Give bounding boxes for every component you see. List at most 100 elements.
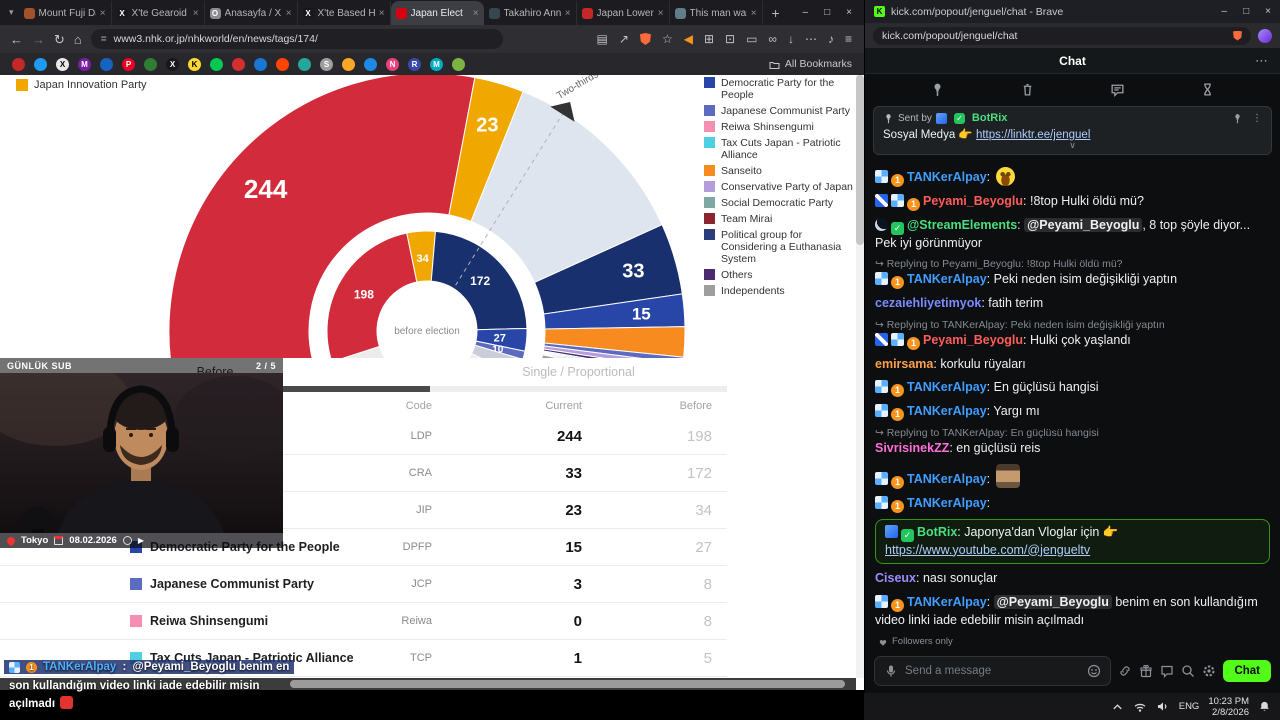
bookmark-favicon[interactable]: K (188, 57, 201, 71)
tab-close-icon[interactable]: × (472, 7, 479, 19)
pinned-link[interactable]: https://linktr.ee/jenguel (975, 129, 1091, 141)
tab-close-icon[interactable]: × (99, 7, 106, 19)
chat-username[interactable]: TANKerAlpay (907, 471, 987, 486)
site-settings-icon[interactable]: = (100, 33, 107, 45)
brave-shield-icon[interactable] (1233, 30, 1242, 41)
horizontal-scrollbar-thumb[interactable] (290, 680, 845, 688)
chat-bubble-icon[interactable] (1110, 82, 1125, 97)
link-icon[interactable] (1118, 664, 1132, 678)
browser-tab[interactable]: O Anasayfa / X × (205, 1, 298, 25)
bookmark-favicon[interactable] (254, 57, 267, 71)
more-options-icon[interactable]: ⋯ (1255, 52, 1268, 68)
bookmark-favicon[interactable] (342, 57, 355, 71)
pinned-menu-icon[interactable]: ⋮ (1252, 112, 1262, 124)
tab-close-icon[interactable]: × (564, 7, 571, 19)
music-icon[interactable]: ♪ (827, 32, 834, 46)
chat-bubble-icon[interactable] (1160, 664, 1174, 678)
chat-username[interactable]: Peyami_Beyoglu (923, 332, 1024, 347)
slow-mode-hourglass-icon[interactable] (1200, 82, 1215, 97)
chat-input[interactable]: Send a message (874, 656, 1112, 686)
forward-button[interactable]: → (32, 31, 45, 47)
bookmark-favicon[interactable] (210, 57, 223, 71)
bookmark-favicon[interactable] (232, 57, 245, 71)
bookmark-favicon[interactable] (298, 57, 311, 71)
maximize-button[interactable]: □ (1243, 6, 1250, 17)
bookmark-favicon[interactable]: M (430, 57, 443, 71)
back-button[interactable]: ← (10, 31, 23, 47)
bookmark-favicon[interactable]: P (122, 57, 135, 71)
message-link[interactable]: https://www.youtube.com/@jengueltv (885, 542, 1091, 557)
pin-icon[interactable] (1232, 113, 1243, 124)
wallet-icon[interactable]: ▭ (746, 32, 758, 46)
address-bar[interactable]: = www3.nhk.or.jp/nhkworld/en/news/tags/1… (90, 29, 503, 49)
speaker-icon[interactable] (1156, 700, 1170, 713)
profile-avatar[interactable] (1258, 28, 1272, 43)
extensions-icon[interactable]: ⊡ (725, 32, 736, 46)
maximize-button[interactable]: □ (824, 7, 831, 18)
bookmark-favicon[interactable]: M (78, 57, 91, 71)
all-bookmarks-button[interactable]: All Bookmarks (769, 58, 852, 70)
pinned-username[interactable]: BotRix (971, 112, 1008, 124)
chat-username[interactable]: TANKerAlpay (907, 169, 987, 184)
apps-grid-icon[interactable]: ⊞ (703, 32, 715, 46)
browser-tab[interactable]: This man want× (670, 1, 763, 25)
bookmark-favicon[interactable]: N (386, 57, 399, 71)
brave-shield-icon[interactable] (639, 33, 651, 45)
chat-username[interactable]: cezaiehliyetimyok (875, 296, 982, 310)
pinned-message[interactable]: Sent by ✓ BotRix ⋮ Sosyal Medya 👉 https:… (873, 106, 1272, 155)
results-tab-single-proportional[interactable]: Single / Proportional (430, 358, 727, 392)
vertical-scrollbar[interactable] (856, 75, 864, 678)
speaker-icon[interactable]: ◀ (683, 32, 693, 46)
close-window-button[interactable]: × (1265, 6, 1271, 17)
new-tab-button[interactable]: + (771, 4, 780, 21)
wifi-icon[interactable] (1133, 700, 1147, 713)
bookmark-favicon[interactable] (452, 57, 465, 71)
settings-gear-icon[interactable] (1202, 664, 1216, 678)
browser-tab[interactable]: Japan Lower H× (577, 1, 670, 25)
bookmark-favicon[interactable]: S (320, 57, 333, 71)
reload-button[interactable]: ↻ (54, 31, 65, 47)
pin-icon[interactable] (930, 82, 945, 97)
menu-icon[interactable]: ≡ (844, 32, 852, 46)
chat-username[interactable]: TANKerAlpay (907, 380, 987, 394)
browser-tab[interactable]: XX'te Gearoid Ra× (112, 1, 205, 25)
chat-username[interactable]: emirsama (875, 356, 934, 371)
mention-chip[interactable]: @Peyami_Beyoglu (1024, 217, 1143, 232)
home-button[interactable]: ⌂ (73, 31, 82, 47)
send-chat-button[interactable]: Chat (1223, 660, 1271, 682)
download-icon[interactable]: ↓ (787, 32, 794, 46)
chat-username[interactable]: Ciseux (875, 571, 916, 585)
browser-tab[interactable]: Japan Elect × (390, 1, 484, 25)
browser-tab[interactable]: XX'te Based Hun× (298, 1, 391, 25)
chat-username[interactable]: TANKerAlpay (907, 272, 987, 286)
chat-username[interactable]: TANKerAlpay (907, 495, 987, 510)
vertical-scrollbar-thumb[interactable] (856, 75, 864, 245)
chat-username[interactable]: SivrisinekZZ (875, 441, 950, 455)
chat-username[interactable]: TANKerAlpay (907, 594, 987, 609)
tab-close-icon[interactable]: × (378, 7, 385, 19)
bookmark-favicon[interactable] (100, 57, 113, 71)
close-window-button[interactable]: × (846, 7, 852, 18)
tray-chevron-up-icon[interactable] (1111, 701, 1124, 713)
notifications-bell-icon[interactable] (1258, 700, 1271, 713)
bookmark-favicon[interactable]: R (408, 57, 421, 71)
bookmark-favicon[interactable]: X (166, 57, 179, 71)
more-icon[interactable]: ⋯ (804, 32, 817, 46)
bookmark-favicon[interactable] (144, 57, 157, 71)
chat-username[interactable]: BotRix (917, 524, 958, 539)
bookmark-favicon[interactable] (276, 57, 289, 71)
keyboard-language[interactable]: ENG (1178, 701, 1200, 712)
tab-close-icon[interactable]: × (192, 7, 199, 19)
horizontal-scrollbar[interactable] (0, 678, 856, 690)
clock[interactable]: 10:23 PM 2/8/2026 (1208, 696, 1249, 718)
sidebar-icon[interactable]: ▤ (596, 32, 608, 46)
address-bar[interactable]: kick.com/popout/jenguel/chat (873, 26, 1251, 45)
collapse-pinned-icon[interactable]: ∨ (1069, 140, 1076, 150)
chat-username[interactable]: Peyami_Beyoglu (923, 193, 1024, 208)
tab-search-icon[interactable]: ▾ (9, 7, 14, 17)
copy-link-icon[interactable]: ∞ (768, 32, 777, 46)
minimize-button[interactable]: – (1221, 6, 1228, 17)
mic-icon[interactable] (884, 664, 898, 678)
bookmark-star-icon[interactable]: ☆ (661, 32, 673, 46)
bookmark-favicon[interactable] (12, 57, 25, 71)
